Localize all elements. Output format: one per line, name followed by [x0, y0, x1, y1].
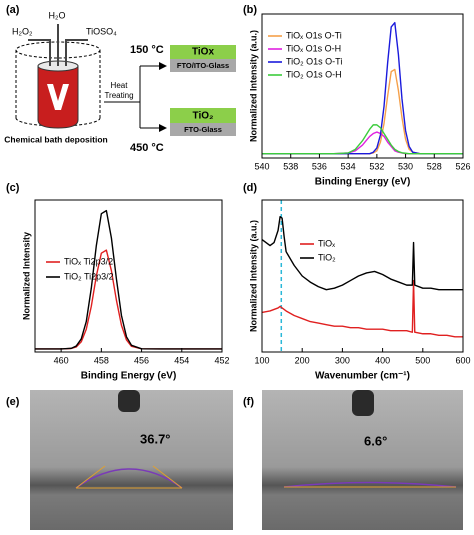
- panel-label: (d): [243, 182, 257, 194]
- x-tick-label: 452: [214, 355, 229, 365]
- x-tick-label: 530: [398, 161, 413, 171]
- legend-label: TiO₂ O1s O-H: [286, 69, 342, 79]
- x-axis-label: Wavenumber (cm⁻¹): [315, 371, 410, 382]
- reagent: TiOSO₄: [86, 26, 117, 36]
- needle: [352, 390, 374, 416]
- x-tick-label: 532: [369, 161, 384, 171]
- x-tick-label: 500: [415, 355, 430, 365]
- series-line: [261, 216, 463, 291]
- temperature: 450 °C: [130, 142, 164, 154]
- schematic: H₂O H₂O₂ TiOSO₄ Chemical bath deposition…: [4, 10, 236, 154]
- legend-label: TiOₓ Ti2p3/2: [64, 256, 113, 266]
- series-line: [262, 124, 463, 155]
- legend-label: TiOₓ: [318, 238, 335, 248]
- legend-label: TiO₂: [318, 252, 336, 262]
- substrate: FTO/ITO-Glass: [177, 61, 229, 70]
- y-axis-label: Normalized Intensity: [21, 232, 31, 320]
- photo-f: 6.6°: [262, 390, 463, 530]
- legend-label: TiO₂ O1s O-Ti: [286, 56, 342, 66]
- x-tick-label: 538: [283, 161, 298, 171]
- x-tick-label: 458: [94, 355, 109, 365]
- x-tick-label: 100: [254, 355, 269, 365]
- film: TiOx: [192, 47, 214, 58]
- temperature: 150 °C: [130, 44, 164, 56]
- legend-label: TiOₓ O1s O-H: [286, 43, 341, 53]
- legend-label: TiOₓ O1s O-Ti: [286, 30, 342, 40]
- panel-label: (a): [6, 4, 20, 16]
- tubes: [28, 24, 88, 66]
- plot-frame: [34, 199, 223, 353]
- film-layer: [170, 45, 236, 59]
- x-tick-label: 536: [312, 161, 327, 171]
- caption: Chemical bath deposition: [4, 134, 107, 144]
- x-tick-label: 534: [341, 161, 356, 171]
- tangent: [75, 465, 106, 489]
- bracket: [104, 66, 141, 128]
- film-layer: [170, 108, 236, 123]
- droplet-edge: [75, 468, 183, 489]
- substrate: FTO-Glass: [184, 125, 222, 134]
- panel-label: (b): [243, 4, 257, 16]
- substrate-layer: [170, 123, 236, 136]
- x-tick-label: 528: [427, 161, 442, 171]
- beaker: [37, 65, 79, 129]
- contact-angle: 6.6°: [364, 433, 387, 448]
- plot-frame: [261, 199, 464, 353]
- needle: [118, 390, 140, 412]
- panel-label: (c): [6, 182, 20, 194]
- series-line: [261, 279, 463, 338]
- x-tick-label: 400: [375, 355, 390, 365]
- series-line: [262, 21, 463, 155]
- series-line: [35, 209, 222, 350]
- x-tick-label: 526: [455, 161, 470, 171]
- photo-e: 36.7°: [30, 390, 233, 530]
- series-line: [262, 131, 463, 155]
- process: Heat: [111, 81, 129, 90]
- x-tick-label: 454: [174, 355, 189, 365]
- plot-frame: [261, 13, 464, 159]
- substrate: [47, 84, 69, 110]
- x-axis-label: Binding Energy (eV): [81, 371, 177, 382]
- panel-label: (e): [6, 396, 20, 408]
- substrate-layer: [170, 59, 236, 72]
- x-axis-label: Binding Energy (eV): [315, 177, 411, 188]
- photo: [30, 390, 233, 530]
- panel-label: (f): [243, 396, 254, 408]
- x-tick-label: 460: [54, 355, 69, 365]
- bath-outline: [15, 117, 101, 127]
- reagent: H₂O₂: [12, 26, 33, 36]
- x-tick-label: 200: [295, 355, 310, 365]
- tangent: [152, 465, 183, 489]
- x-tick-label: 456: [134, 355, 149, 365]
- contact-angle: 36.7°: [140, 431, 171, 446]
- legend-label: TiO₂ Ti2p3/2: [64, 271, 114, 281]
- y-axis-label: Normalized Intensity (a.u.): [248, 30, 258, 142]
- x-tick-label: 540: [254, 161, 269, 171]
- y-axis-label: Normalized Intensity (a.u.): [248, 220, 258, 332]
- reagent: H₂O: [49, 10, 66, 20]
- process: Treating: [104, 91, 133, 100]
- film: TiO₂: [193, 111, 214, 122]
- droplet-edge: [283, 481, 457, 488]
- x-tick-label: 600: [455, 355, 470, 365]
- x-tick-label: 300: [335, 355, 350, 365]
